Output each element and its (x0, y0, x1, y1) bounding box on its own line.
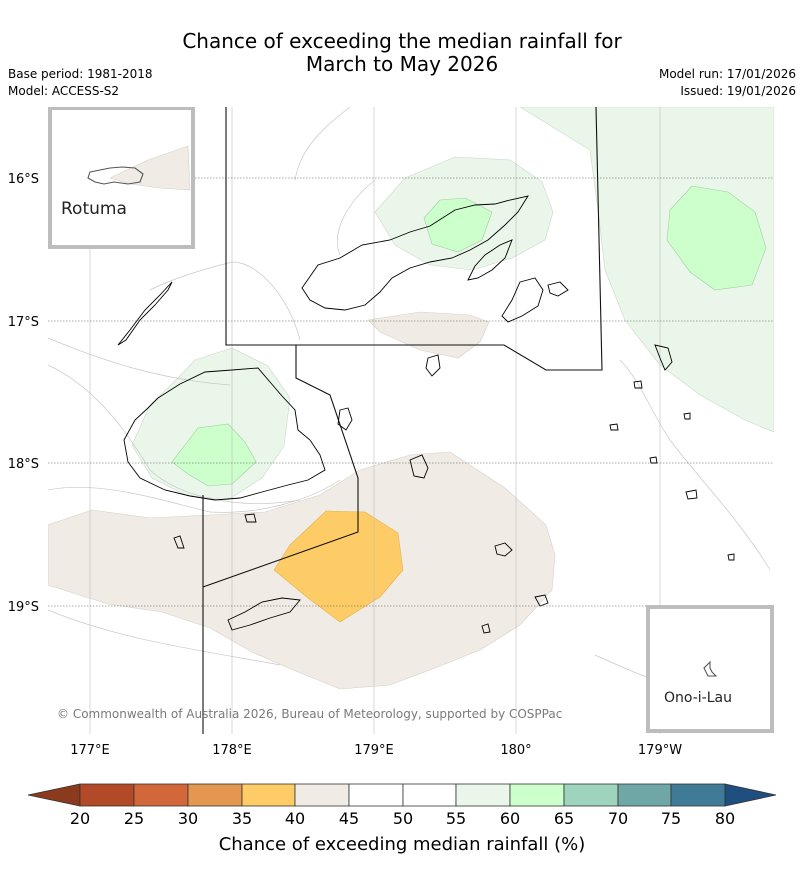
lau-east-islet-7 (173, 535, 185, 549)
lat-label-17s: 17°S (8, 315, 39, 330)
lon-label-177e: 177°E (70, 743, 110, 758)
lau-east-islet-6 (727, 553, 735, 561)
lat-label-16s: 16°S (8, 172, 39, 187)
colorbar-tick-50: 50 (393, 809, 413, 828)
lat-label-19s: 19°S (8, 600, 39, 615)
coastlines (117, 195, 735, 634)
rotuma-label: Rotuma (61, 199, 127, 219)
lau-east-islet-5 (683, 412, 691, 420)
lau-east-islet-4 (633, 380, 643, 389)
taveuni-coast (467, 239, 513, 281)
lon-axis-labels: 177°E 178°E 179°E 180° 179°W (70, 743, 682, 758)
lau-east-islet-8 (244, 513, 257, 523)
meta-right: Model run: 17/01/2026 Issued: 19/01/2026 (659, 66, 796, 100)
colorbar-40-45 (294, 783, 350, 807)
colorbar-55-60 (455, 783, 511, 807)
colorbar-tick-80: 80 (715, 809, 735, 828)
map-area[interactable]: Rotuma Ono-i-Lau © Commonwealth of Austr… (48, 107, 774, 734)
colorbar-75-80 (670, 783, 726, 807)
division-boundaries (202, 107, 603, 734)
colorbar-60-65 (509, 783, 565, 807)
colorbar-tick-20: 20 (70, 809, 90, 828)
vanua-levu-coast (301, 195, 529, 311)
colorbar-50-55 (402, 783, 457, 807)
colorbar-title: Chance of exceeding median rainfall (%) (219, 834, 586, 855)
colorbar-70-75 (617, 783, 672, 807)
colorbar-tick-35: 35 (232, 809, 252, 828)
colorbar-tick-55: 55 (446, 809, 466, 828)
kadavu-coast (227, 597, 301, 631)
colorbar-tick-65: 65 (554, 809, 574, 828)
title-line-2: March to May 2026 (305, 52, 499, 76)
colorbar-tick-60: 60 (500, 809, 520, 828)
colorbar-tick-40: 40 (285, 809, 305, 828)
lau-east-islet-3 (649, 456, 658, 464)
region-60-65-vanua-levu (423, 197, 493, 253)
lon-label-178e: 178°E (212, 743, 252, 758)
totoya-coast (534, 594, 549, 607)
title-line-1: Chance of exceeding the median rainfall … (182, 29, 622, 53)
colorbar-tick-70: 70 (608, 809, 628, 828)
base-period: Base period: 1981-2018 (8, 67, 153, 81)
colorbar-above-80 (724, 783, 777, 807)
colorbar-20-25 (79, 783, 135, 807)
moala-coast (494, 542, 513, 557)
matuku-coast (481, 623, 491, 634)
lau-east-islet-1 (609, 423, 619, 431)
region-40-45-koro-sea (367, 311, 490, 359)
map-title: Chance of exceeding the median rainfall … (0, 30, 804, 76)
vanua-levu-north-islets (117, 281, 173, 346)
colorbar-65-70 (563, 783, 619, 807)
region-60-65-northeast (666, 185, 767, 291)
lat-label-18s: 18°S (8, 457, 39, 472)
copyright-credit: © Commonwealth of Australia 2026, Bureau… (57, 707, 562, 721)
colorbar-45-50 (348, 783, 404, 807)
lon-label-180: 180° (500, 743, 531, 758)
rotuma-island-icon (87, 166, 144, 185)
colorbar-tick-75: 75 (661, 809, 681, 828)
region-35-40-south (273, 510, 404, 623)
ovalau-coast (337, 407, 353, 431)
lon-label-179w: 179°W (638, 743, 682, 758)
colorbar-tick-25: 25 (124, 809, 144, 828)
colorbar-30-35 (187, 783, 243, 807)
colorbar-35-40 (241, 783, 296, 807)
meta-left: Base period: 1981-2018 Model: ACCESS-S2 (8, 66, 153, 100)
model-run: Model run: 17/01/2026 (658, 67, 796, 81)
vanua-balavu-coast (547, 281, 569, 297)
colorbar-tick-45: 45 (339, 809, 359, 828)
lau-east-islet-2 (685, 489, 698, 500)
colorbar-25-30 (133, 783, 189, 807)
lau-island-coast (501, 277, 544, 323)
issued-date: Issued: 19/01/2026 (680, 84, 796, 98)
colorbar: 20 25 30 35 40 45 50 55 60 65 70 75 80 C… (27, 783, 777, 855)
lon-label-179e: 179°E (354, 743, 394, 758)
lakeba-coast (654, 344, 673, 371)
ono-i-lau-island-icon (703, 660, 718, 677)
viti-levu-coast (123, 367, 326, 501)
colorbar-tick-30: 30 (178, 809, 198, 828)
colorbar-below-20 (27, 783, 81, 807)
gau-coast (409, 454, 429, 479)
lat-axis-labels: 16°S 17°S 18°S 19°S (8, 172, 39, 615)
model-name: Model: ACCESS-S2 (8, 84, 120, 98)
koro-coast (425, 354, 441, 377)
ono-i-lau-label: Ono-i-Lau (664, 690, 732, 706)
